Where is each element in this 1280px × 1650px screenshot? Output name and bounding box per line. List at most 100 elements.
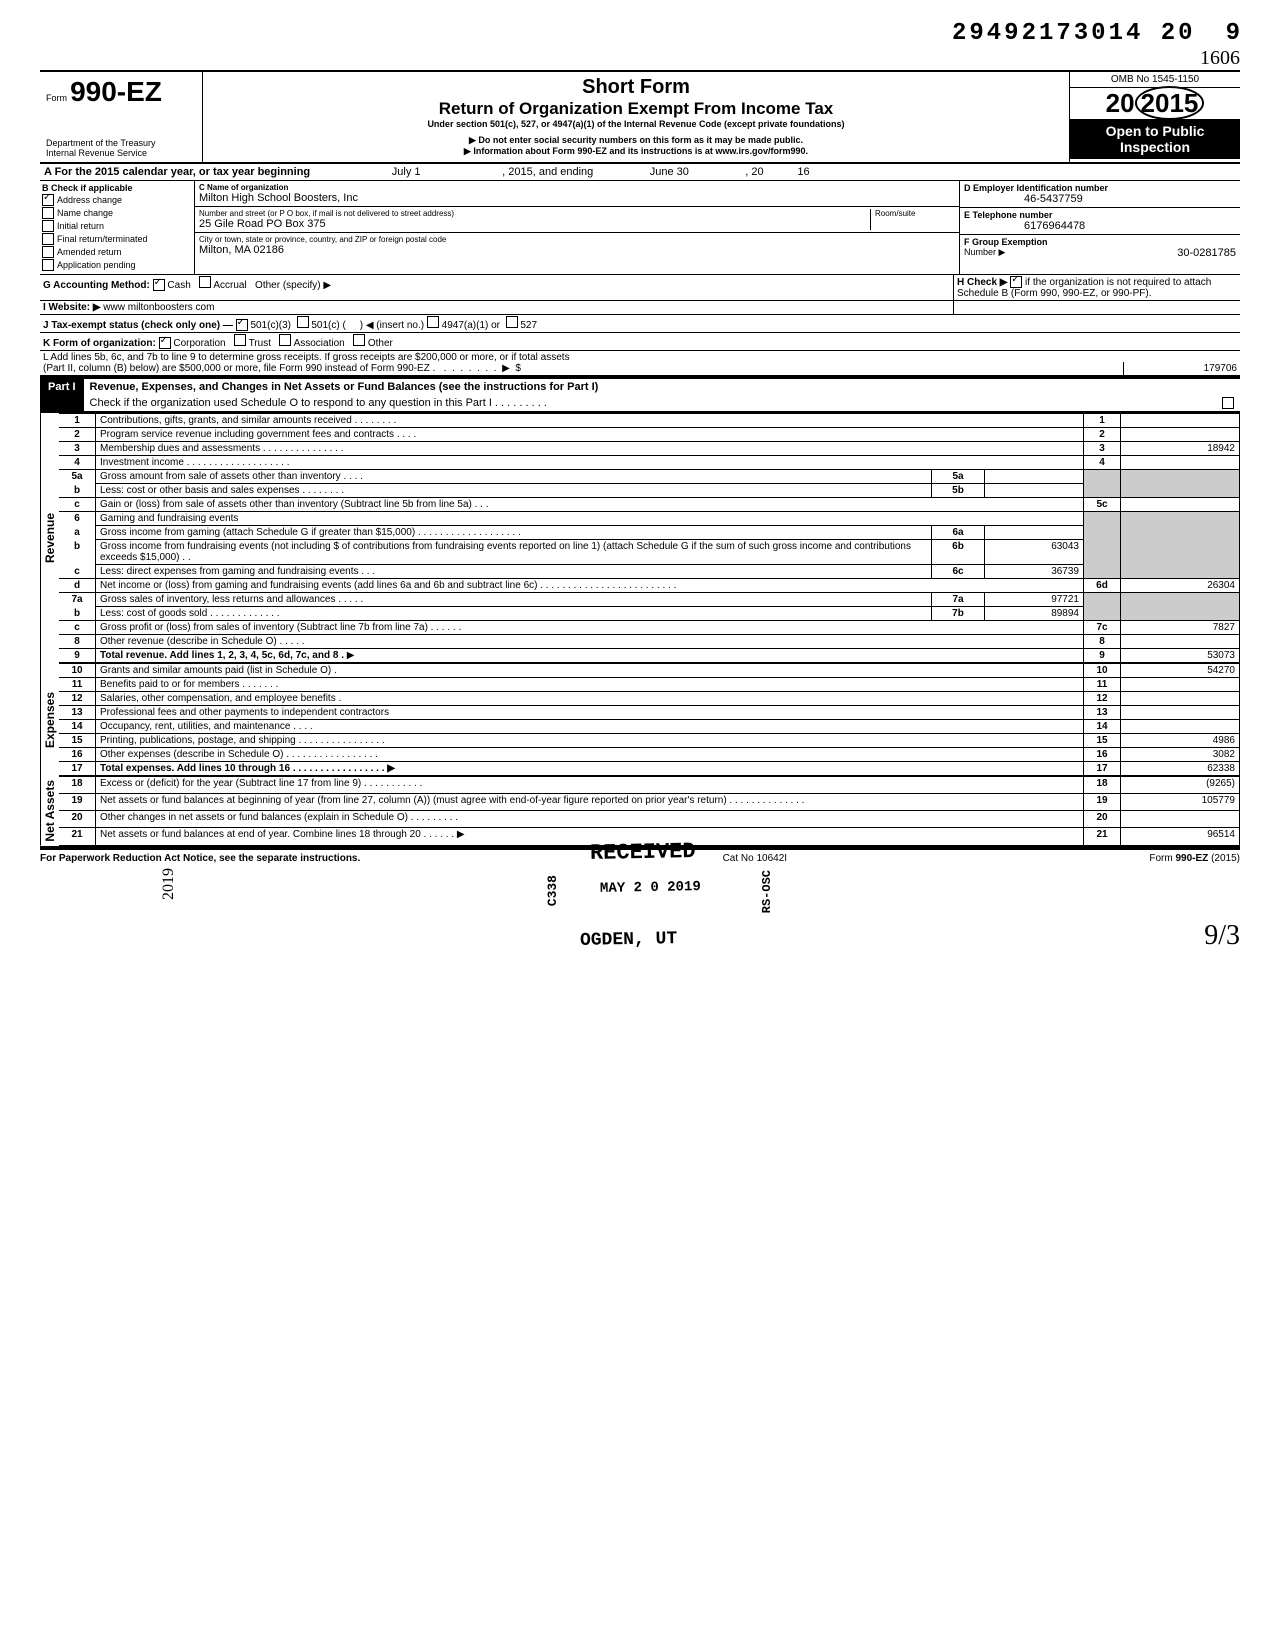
footer-mid: Cat No 10642I <box>723 853 788 864</box>
short-form-title: Short Form <box>209 76 1063 99</box>
line-5a: 5aGross amount from sale of assets other… <box>59 470 1240 484</box>
footer-right: Form 990-EZ (2015) <box>1149 853 1240 864</box>
cb-application-pending[interactable]: Application pending <box>42 259 192 271</box>
cb-final-return[interactable]: Final return/terminated <box>42 233 192 245</box>
sub-num: 7b <box>932 607 985 621</box>
checkbox-icon <box>42 220 54 232</box>
line-text: Gross profit or (loss) from sales of inv… <box>96 621 1084 635</box>
cb-amended-return[interactable]: Amended return <box>42 246 192 258</box>
line-3: 3Membership dues and assessments . . . .… <box>59 442 1240 456</box>
checkbox-icon <box>42 233 54 245</box>
cb-assoc[interactable] <box>279 334 291 346</box>
line-10: 10Grants and similar amounts paid (list … <box>59 664 1240 678</box>
e-label: E Telephone number <box>964 210 1052 220</box>
cb-other[interactable] <box>353 334 365 346</box>
page-number: 9 <box>1226 20 1240 47</box>
cb-527[interactable] <box>506 316 518 328</box>
line-16: 16Other expenses (describe in Schedule O… <box>59 748 1240 762</box>
d-label: D Employer Identification number <box>964 183 1108 193</box>
line-text: Gross income from gaming (attach Schedul… <box>96 526 932 540</box>
checkbox-icon <box>42 246 54 258</box>
revenue-table: 1Contributions, gifts, grants, and simil… <box>59 413 1240 663</box>
line-text: Gain or (loss) from sale of assets other… <box>96 498 1084 512</box>
line-text: Printing, publications, postage, and shi… <box>96 734 1084 748</box>
form-990ez-page: 29492173014 20 9 1606 Form 990-EZ Depart… <box>40 20 1240 952</box>
date-stamp: MAY 2 0 2019 <box>600 879 701 897</box>
sub-amt <box>985 526 1084 540</box>
c338-stamp: C338 <box>545 875 560 906</box>
sub-amt: 97721 <box>985 593 1084 607</box>
line-text: Membership dues and assessments . . . . … <box>96 442 1084 456</box>
cb-initial-return[interactable]: Initial return <box>42 220 192 232</box>
h-label: H Check ▶ <box>957 277 1007 288</box>
checkbox-icon <box>42 194 54 206</box>
year-2015: 2015 <box>1135 86 1205 120</box>
line-amt <box>1121 678 1240 692</box>
cb-name-change[interactable]: Name change <box>42 207 192 219</box>
line-amt <box>1121 811 1240 828</box>
cb-4947[interactable] <box>427 316 439 328</box>
cb-501c3[interactable] <box>236 319 248 331</box>
part-1-title: Revenue, Expenses, and Changes in Net As… <box>84 379 1240 395</box>
expenses-section: Expenses 10Grants and similar amounts pa… <box>40 663 1240 776</box>
line-j: J Tax-exempt status (check only one) — 5… <box>40 315 1240 333</box>
line-1: 1Contributions, gifts, grants, and simil… <box>59 414 1240 428</box>
b-label: B Check if applicable <box>42 183 192 193</box>
line-15: 15Printing, publications, postage, and s… <box>59 734 1240 748</box>
footer-form-num: 990-EZ <box>1176 853 1209 864</box>
line-g-h: G Accounting Method: Cash Accrual Other … <box>40 275 1240 301</box>
line-7c: cGross profit or (loss) from sales of in… <box>59 621 1240 635</box>
line-amt: 62338 <box>1121 762 1240 776</box>
line-6a: aGross income from gaming (attach Schedu… <box>59 526 1240 540</box>
cb-accrual[interactable] <box>199 276 211 288</box>
website-value: www miltonboosters com <box>103 302 214 313</box>
e-row: E Telephone number 6176964478 <box>960 208 1240 235</box>
line-amt: 53073 <box>1121 649 1240 663</box>
part-1-check-row: Check if the organization used Schedule … <box>84 395 1240 411</box>
line-text: Other changes in net assets or fund bala… <box>96 811 1084 828</box>
part-1-check-text: Check if the organization used Schedule … <box>90 397 547 409</box>
line-a-mid: , 2015, and ending <box>502 166 593 178</box>
checkbox-icon <box>42 259 54 271</box>
sub-amt <box>985 484 1084 498</box>
cb-501c[interactable] <box>297 316 309 328</box>
cb-address-change[interactable]: Address change <box>42 194 192 206</box>
line-8: 8Other revenue (describe in Schedule O) … <box>59 635 1240 649</box>
checkbox-icon <box>42 207 54 219</box>
l-text-2: (Part II, column (B) below) are $500,000… <box>43 363 435 374</box>
c-label: C Name of organization <box>199 183 955 192</box>
open-public-2: Inspection <box>1074 139 1236 155</box>
form-prefix: Form <box>46 93 67 103</box>
do-not-enter: ▶ Do not enter social security numbers o… <box>209 135 1063 146</box>
line-7b: bLess: cost of goods sold . . . . . . . … <box>59 607 1240 621</box>
form-number: 990-EZ <box>70 76 162 107</box>
city-label: City or town, state or province, country… <box>199 235 955 244</box>
l-text-1: L Add lines 5b, 6c, and 7b to line 9 to … <box>43 352 1120 363</box>
cb-schedule-o[interactable] <box>1222 397 1234 409</box>
line-13: 13Professional fees and other payments t… <box>59 706 1240 720</box>
line-amt <box>1121 414 1240 428</box>
f-row: F Group Exemption Number ▶ 30-0281785 <box>960 235 1240 261</box>
line-9: 9Total revenue. Add lines 1, 2, 3, 4, 5c… <box>59 649 1240 663</box>
cb-label: Amended return <box>57 247 122 257</box>
tax-year-yr: 16 <box>770 166 810 178</box>
cb-trust[interactable] <box>234 334 246 346</box>
irs-label: Internal Revenue Service <box>46 148 196 158</box>
k-other: Other <box>368 338 393 349</box>
expenses-table: 10Grants and similar amounts paid (list … <box>59 663 1240 776</box>
hand-number-row: 1606 <box>40 47 1240 70</box>
cb-h[interactable] <box>1010 276 1022 288</box>
cb-label: Address change <box>57 195 122 205</box>
k-assoc: Association <box>294 338 345 349</box>
line-text: Contributions, gifts, grants, and simila… <box>96 414 1084 428</box>
sub-amt: 89894 <box>985 607 1084 621</box>
cb-cash[interactable] <box>153 279 165 291</box>
line-a: A For the 2015 calendar year, or tax yea… <box>40 164 1240 181</box>
arrow: ▶ <box>347 650 355 661</box>
title-box: Short Form Return of Organization Exempt… <box>203 72 1070 162</box>
line-amt: 4986 <box>1121 734 1240 748</box>
line-text: Net assets or fund balances at beginning… <box>96 794 1084 811</box>
cb-corp[interactable] <box>159 337 171 349</box>
sub-num: 6a <box>932 526 985 540</box>
line-amt <box>1121 498 1240 512</box>
